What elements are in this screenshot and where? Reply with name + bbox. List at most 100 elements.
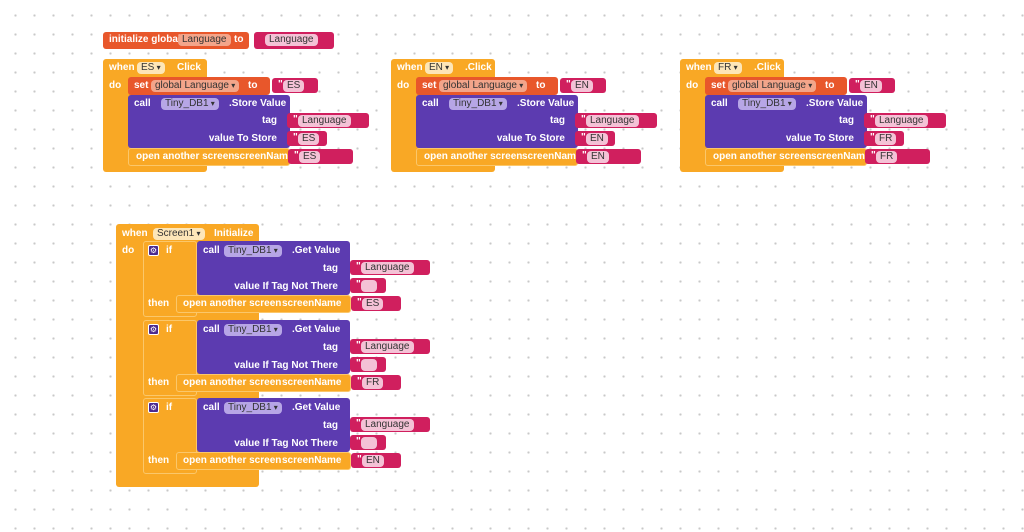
dropdown-arrow-icon: ▾ [496,98,503,108]
tag-string-text[interactable]: Language [361,340,414,353]
if-label: if [166,402,173,413]
open-label: open another screen [424,151,523,162]
dropdown-arrow-icon: ▾ [194,228,201,238]
event-label: Click [177,62,201,73]
variable-dropdown-value: global Language [732,79,806,91]
component-dropdown-value: ES [141,61,155,73]
screen-string-text[interactable]: EN [362,454,384,467]
when-label: when [109,62,135,73]
to-label: to [234,34,244,45]
quote-open: " [357,454,362,465]
quote-open: " [582,150,587,161]
variable-dropdown-value: global Language [155,79,229,91]
component-dropdown[interactable]: Tiny_DB1 ▾ [161,97,219,110]
variable-dropdown[interactable]: global Language ▾ [728,79,817,92]
open-screen-block[interactable] [176,452,351,470]
quote-open: " [855,79,860,90]
call-label: call [203,402,220,413]
method-label: .Store Value [806,98,864,109]
set-value-string-text[interactable]: ES [283,79,305,92]
variable-dropdown[interactable]: global Language ▾ [439,79,528,92]
set-value-string-text[interactable]: EN [860,79,882,92]
component-dropdown[interactable]: Screen1 ▾ [153,227,205,240]
open-screen-block[interactable] [176,295,351,313]
dropdown-arrow-icon: ▾ [271,324,278,334]
value-string-text[interactable]: FR [875,132,897,145]
screen-string-text[interactable]: FR [876,150,898,163]
then-label: then [148,455,170,466]
tag-string-text-value: Language [590,114,635,126]
quote-open: " [357,297,362,308]
dropdown-arrow-icon: ▾ [442,62,450,72]
string-value-value: Language [269,34,314,45]
value-string-text[interactable]: EN [586,132,608,145]
set-label: set [422,80,437,91]
screen-string-text[interactable]: EN [587,150,609,163]
open-screen-block[interactable] [176,374,351,392]
var-name-field[interactable]: Language [178,34,231,46]
quote-open: " [356,418,361,429]
open-label: open another screen [183,455,282,466]
component-dropdown[interactable]: Tiny_DB1 ▾ [224,401,282,414]
default-string-text[interactable] [361,358,377,371]
screen-string-text[interactable]: FR [362,376,384,389]
mutator-gear-icon[interactable]: ⚙ [148,402,159,413]
default-label: value If Tag Not There [234,281,338,292]
component-dropdown[interactable]: ES ▾ [137,61,165,74]
set-value-string-text-value: ES [287,79,301,91]
dropdown-arrow-icon: ▾ [271,245,278,255]
tag-label: tag [323,342,338,353]
component-dropdown[interactable]: FR ▾ [714,61,742,74]
set-value-string-text-value: EN [864,79,878,91]
component-dropdown[interactable]: Tiny_DB1 ▾ [738,97,796,110]
do-label: do [686,80,699,91]
component-dropdown-value: Tiny_DB1 [228,323,272,335]
component-dropdown-value: Tiny_DB1 [742,97,786,109]
method-label: .Get Value [292,245,341,256]
screen-string-text-value: FR [880,150,894,162]
tag-string-text[interactable]: Language [586,114,639,127]
do-label: do [397,80,410,91]
component-dropdown[interactable]: Tiny_DB1 ▾ [224,323,282,336]
event-label: Initialize [214,228,254,239]
tag-string-text[interactable]: Language [361,261,414,274]
mutator-gear-icon[interactable]: ⚙ [148,324,159,335]
component-dropdown-value: EN [429,61,443,73]
component-dropdown-value: FR [718,61,732,73]
variable-dropdown[interactable]: global Language ▾ [151,79,240,92]
var-name-field-value: Language [182,34,227,45]
dropdown-arrow-icon: ▾ [208,98,215,108]
quote-open: " [566,79,571,90]
mutator-gear-icon[interactable]: ⚙ [148,245,159,256]
string-value[interactable]: Language [265,34,318,46]
component-dropdown[interactable]: Tiny_DB1 ▾ [449,97,507,110]
open-label: open another screen [713,151,812,162]
dropdown-arrow-icon: ▾ [805,80,813,90]
tag-string-text[interactable]: Language [875,114,928,127]
method-label: .Get Value [292,402,341,413]
component-dropdown[interactable]: Tiny_DB1 ▾ [224,244,282,257]
call-label: call [203,245,220,256]
quote-open: " [294,150,299,161]
screen-string-text[interactable]: ES [299,150,321,163]
component-dropdown-value: Tiny_DB1 [228,244,272,256]
call-label: call [711,98,728,109]
tag-string-text[interactable]: Language [298,114,351,127]
value-string-text[interactable]: ES [298,132,320,145]
if-label: if [166,245,173,256]
do-label: do [109,80,122,91]
set-value-string-text[interactable]: EN [571,79,593,92]
screen-string-text-value: ES [303,150,317,162]
default-string-text[interactable] [361,436,377,449]
screenname-label: screenName [234,151,294,162]
component-dropdown-value: Tiny_DB1 [453,97,497,109]
component-dropdown[interactable]: EN ▾ [425,61,454,74]
method-label: .Get Value [292,324,341,335]
default-string-text[interactable] [361,279,377,292]
screen-string-text[interactable]: ES [362,297,384,310]
value-to-store-label: value To Store [208,133,277,144]
default-label: value If Tag Not There [234,360,338,371]
open-label: open another screen [136,151,235,162]
method-label: .Store Value [229,98,287,109]
tag-string-text[interactable]: Language [361,418,414,431]
